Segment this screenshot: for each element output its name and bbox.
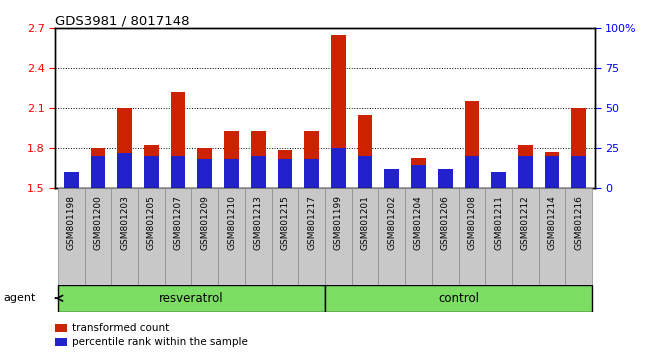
Bar [518, 145, 532, 188]
Bar [411, 159, 426, 188]
Bar [64, 172, 79, 188]
Text: GSM801211: GSM801211 [494, 195, 503, 250]
Bar [331, 148, 346, 188]
Bar [278, 159, 292, 188]
Bar [411, 165, 426, 188]
Text: GSM801210: GSM801210 [227, 195, 236, 250]
Bar [491, 172, 506, 188]
Bar [144, 156, 159, 188]
Bar [304, 131, 319, 188]
Text: GSM801206: GSM801206 [441, 195, 450, 250]
Bar [331, 35, 346, 188]
Bar [245, 188, 272, 285]
Bar [518, 156, 532, 188]
Bar [571, 108, 586, 188]
Bar [298, 188, 325, 285]
Bar [438, 172, 452, 188]
Text: GSM801209: GSM801209 [200, 195, 209, 250]
Bar [84, 188, 111, 285]
Bar [432, 188, 458, 285]
Text: GSM801207: GSM801207 [174, 195, 183, 250]
Text: GSM801205: GSM801205 [147, 195, 156, 250]
Bar [325, 188, 352, 285]
Bar [545, 156, 560, 188]
Text: GSM801198: GSM801198 [67, 195, 76, 250]
Text: GSM801204: GSM801204 [414, 195, 423, 250]
Bar [539, 188, 566, 285]
Bar [571, 156, 586, 188]
Text: GSM801215: GSM801215 [280, 195, 289, 250]
Text: GSM801214: GSM801214 [547, 195, 556, 250]
Bar [272, 188, 298, 285]
Bar [171, 92, 185, 188]
Text: control: control [438, 292, 479, 305]
Bar [384, 169, 399, 188]
Text: GSM801199: GSM801199 [334, 195, 343, 250]
Bar [251, 131, 266, 188]
Bar [90, 156, 105, 188]
Text: GSM801201: GSM801201 [361, 195, 370, 250]
Text: GDS3981 / 8017148: GDS3981 / 8017148 [55, 14, 190, 27]
Text: GSM801203: GSM801203 [120, 195, 129, 250]
Bar [224, 159, 239, 188]
Text: GSM801213: GSM801213 [254, 195, 263, 250]
Bar [118, 108, 132, 188]
Bar [352, 188, 378, 285]
Bar [278, 150, 292, 188]
Bar [164, 188, 192, 285]
Bar [198, 159, 212, 188]
Text: transformed count: transformed count [72, 323, 170, 333]
Bar [491, 181, 506, 188]
Text: GSM801212: GSM801212 [521, 195, 530, 250]
Text: agent: agent [3, 293, 36, 303]
Bar [192, 188, 218, 285]
Text: GSM801202: GSM801202 [387, 195, 396, 250]
Bar [325, 285, 592, 312]
Bar [566, 188, 592, 285]
Bar [144, 145, 159, 188]
Bar [465, 101, 479, 188]
Text: resveratrol: resveratrol [159, 292, 224, 305]
Text: GSM801217: GSM801217 [307, 195, 316, 250]
Bar [224, 131, 239, 188]
Bar [384, 172, 399, 188]
Bar [55, 338, 66, 346]
Bar [438, 169, 452, 188]
Bar [198, 148, 212, 188]
Bar [64, 172, 79, 188]
Bar [111, 188, 138, 285]
Text: percentile rank within the sample: percentile rank within the sample [72, 337, 248, 347]
Bar [465, 156, 479, 188]
Bar [58, 188, 84, 285]
Bar [304, 159, 319, 188]
Bar [118, 153, 132, 188]
Bar [405, 188, 432, 285]
Text: GSM801216: GSM801216 [574, 195, 583, 250]
Text: GSM801200: GSM801200 [94, 195, 103, 250]
Bar [90, 148, 105, 188]
Bar [55, 324, 66, 332]
Bar [138, 188, 164, 285]
Bar [512, 188, 539, 285]
Bar [171, 156, 185, 188]
Bar [358, 156, 372, 188]
Bar [378, 188, 405, 285]
Bar [58, 285, 325, 312]
Bar [218, 188, 245, 285]
Text: GSM801208: GSM801208 [467, 195, 476, 250]
Bar [251, 156, 266, 188]
Bar [458, 188, 486, 285]
Bar [358, 115, 372, 188]
Bar [486, 188, 512, 285]
Bar [545, 152, 560, 188]
